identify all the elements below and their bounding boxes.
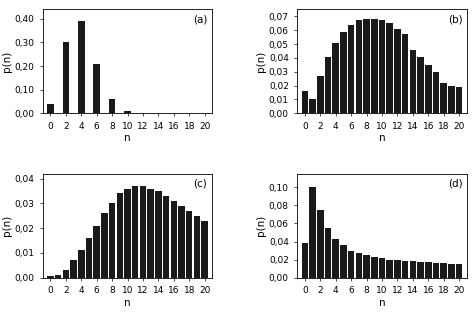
- Bar: [402, 261, 409, 278]
- Bar: [348, 251, 355, 278]
- Bar: [109, 99, 115, 113]
- Bar: [386, 23, 393, 113]
- Bar: [410, 50, 416, 113]
- Bar: [63, 42, 69, 113]
- Bar: [364, 255, 370, 278]
- Bar: [394, 261, 401, 278]
- Text: (b): (b): [448, 15, 462, 25]
- Bar: [448, 264, 455, 278]
- Bar: [356, 21, 362, 113]
- Bar: [117, 193, 123, 278]
- Bar: [433, 72, 439, 113]
- Bar: [201, 221, 208, 278]
- Bar: [171, 201, 177, 278]
- Bar: [93, 64, 100, 113]
- Bar: [317, 210, 324, 278]
- Y-axis label: p(n): p(n): [1, 215, 11, 236]
- Bar: [332, 239, 339, 278]
- Bar: [124, 188, 131, 278]
- Bar: [371, 257, 378, 278]
- Bar: [440, 83, 447, 113]
- Text: (c): (c): [193, 179, 207, 189]
- Bar: [78, 251, 84, 278]
- Bar: [301, 243, 308, 278]
- Bar: [456, 264, 463, 278]
- Bar: [417, 262, 424, 278]
- Bar: [47, 104, 54, 113]
- Bar: [456, 87, 463, 113]
- Bar: [440, 263, 447, 278]
- Bar: [155, 191, 162, 278]
- Bar: [109, 203, 115, 278]
- Bar: [140, 186, 146, 278]
- X-axis label: n: n: [379, 298, 385, 308]
- Bar: [379, 21, 385, 113]
- Bar: [86, 238, 92, 278]
- Bar: [348, 25, 355, 113]
- Bar: [325, 228, 331, 278]
- Bar: [364, 19, 370, 113]
- Bar: [410, 261, 416, 278]
- Bar: [417, 56, 424, 113]
- Bar: [186, 211, 192, 278]
- Bar: [356, 253, 362, 278]
- Bar: [394, 29, 401, 113]
- Y-axis label: p(n): p(n): [1, 51, 11, 72]
- Bar: [132, 186, 138, 278]
- Bar: [178, 206, 185, 278]
- Bar: [147, 188, 154, 278]
- Bar: [70, 260, 77, 278]
- Text: (a): (a): [193, 15, 208, 25]
- Bar: [310, 100, 316, 113]
- Bar: [386, 260, 393, 278]
- Bar: [371, 19, 378, 113]
- Bar: [124, 110, 131, 113]
- X-axis label: n: n: [124, 134, 131, 144]
- X-axis label: n: n: [379, 134, 385, 144]
- Bar: [402, 34, 409, 113]
- Bar: [93, 226, 100, 278]
- Bar: [433, 263, 439, 278]
- Bar: [310, 187, 316, 278]
- Bar: [340, 245, 347, 278]
- Bar: [340, 32, 347, 113]
- Bar: [425, 65, 432, 113]
- Bar: [301, 91, 308, 113]
- Y-axis label: p(n): p(n): [256, 215, 266, 236]
- Bar: [425, 262, 432, 278]
- Bar: [63, 270, 69, 278]
- Bar: [317, 76, 324, 113]
- Bar: [325, 56, 331, 113]
- Bar: [379, 258, 385, 278]
- Bar: [55, 275, 61, 278]
- Bar: [101, 213, 108, 278]
- Y-axis label: p(n): p(n): [256, 51, 266, 72]
- X-axis label: n: n: [124, 298, 131, 308]
- Bar: [78, 21, 84, 113]
- Bar: [332, 43, 339, 113]
- Bar: [448, 85, 455, 113]
- Text: (d): (d): [448, 179, 462, 189]
- Bar: [47, 276, 54, 278]
- Bar: [163, 196, 169, 278]
- Bar: [194, 216, 200, 278]
